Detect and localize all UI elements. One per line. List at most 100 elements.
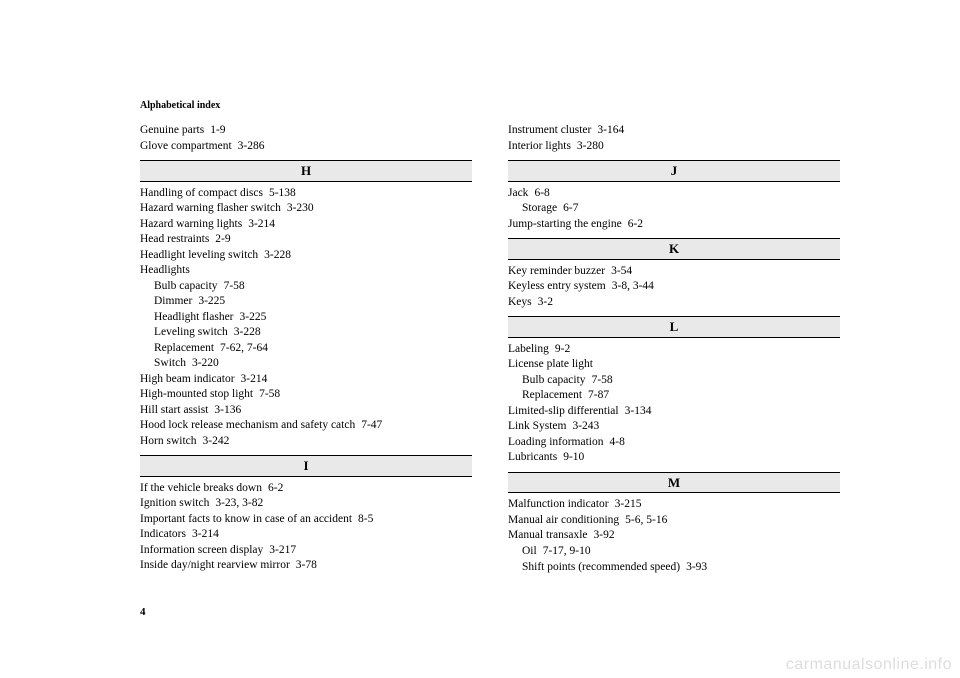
page-ref: 3-280: [577, 140, 604, 152]
page-ref: 7-17, 9-10: [543, 545, 591, 557]
index-entry: Jump-starting the engine 6-2: [508, 217, 840, 233]
index-subentry: Headlight flasher 3-225: [140, 310, 472, 326]
page-ref: 7-58: [259, 388, 280, 400]
index-entry: Link System3-243: [508, 419, 840, 435]
index-entry: Limited-slip differential3-134: [508, 404, 840, 420]
index-subentry: Replacement7-62, 7-64: [140, 341, 472, 357]
term: Glove compartment: [140, 140, 232, 152]
index-subentry: Bulb capacity 7-58: [140, 279, 472, 295]
page-ref: 3-225: [240, 311, 267, 323]
page-ref: 3-242: [203, 435, 230, 447]
term: Leveling switch: [154, 326, 228, 338]
term: Bulb capacity: [154, 280, 218, 292]
page-ref: 6-2: [268, 482, 283, 494]
index-subentry: Storage 6-7: [508, 201, 840, 217]
page-ref: 6-2: [628, 218, 643, 230]
term: Key reminder buzzer: [508, 265, 605, 277]
index-entry: License plate light: [508, 357, 840, 373]
index-entry: Head restraints2-9: [140, 232, 472, 248]
index-subentry: Replacement7-87: [508, 388, 840, 404]
term: Hazard warning lights: [140, 218, 242, 230]
term: Bulb capacity: [522, 374, 586, 386]
page-ref: 3-286: [238, 140, 265, 152]
term: High-mounted stop light: [140, 388, 253, 400]
index-entry: Keyless entry system3-8, 3-44: [508, 279, 840, 295]
term: Headlights: [140, 264, 190, 276]
term: License plate light: [508, 358, 593, 370]
term: Replacement: [522, 389, 582, 401]
page-ref: 8-5: [358, 513, 373, 525]
term: Dimmer: [154, 295, 192, 307]
term: Horn switch: [140, 435, 197, 447]
index-entry: Handling of compact discs5-138: [140, 186, 472, 202]
term: Shift points (recommended speed): [522, 561, 680, 573]
term: Important facts to know in case of an ac…: [140, 513, 352, 525]
page-ref: 3-92: [594, 529, 615, 541]
page-ref: 6-8: [534, 187, 549, 199]
term: Instrument cluster: [508, 124, 591, 136]
page-ref: 3-214: [248, 218, 275, 230]
page-ref: 3-93: [686, 561, 707, 573]
page-ref: 1-9: [210, 124, 225, 136]
term: Jump-starting the engine: [508, 218, 622, 230]
page-ref: 3-228: [234, 326, 261, 338]
term: Ignition switch: [140, 497, 209, 509]
term: Genuine parts: [140, 124, 204, 136]
term: Indicators: [140, 528, 186, 540]
index-entry: Jack 6-8: [508, 186, 840, 202]
page-ref: 7-58: [224, 280, 245, 292]
term: Hood lock release mechanism and safety c…: [140, 419, 355, 431]
section-head-h: H: [140, 160, 472, 182]
manual-index-page: Alphabetical index Genuine parts1-9 Glov…: [0, 0, 960, 575]
term: Lubricants: [508, 451, 557, 463]
term: Link System: [508, 420, 566, 432]
page-ref: 5-138: [269, 187, 296, 199]
term: Interior lights: [508, 140, 571, 152]
index-entry: High-mounted stop light 7-58: [140, 387, 472, 403]
term: Keyless entry system: [508, 280, 606, 292]
index-entry: Lubricants9-10: [508, 450, 840, 466]
index-entry: Genuine parts 1-9: [140, 123, 472, 139]
term: Jack: [508, 187, 528, 199]
section-head-k: K: [508, 238, 840, 260]
term: Loading information: [508, 436, 604, 448]
term: Replacement: [154, 342, 214, 354]
term: Limited-slip differential: [508, 405, 619, 417]
page-ref: 5-6, 5-16: [625, 514, 667, 526]
index-entry: High beam indicator3-214: [140, 372, 472, 388]
page-ref: 3-214: [192, 528, 219, 540]
page-ref: 3-54: [611, 265, 632, 277]
index-entry: Hood lock release mechanism and safety c…: [140, 418, 472, 434]
index-entry: Instrument cluster 3-164: [508, 123, 840, 139]
term: Labeling: [508, 343, 549, 355]
page-ref: 6-7: [563, 202, 578, 214]
term: Storage: [522, 202, 557, 214]
right-column: Instrument cluster 3-164 Interior lights 3…: [508, 123, 840, 575]
page-ref: 3-220: [192, 357, 219, 369]
term: Headlight flasher: [154, 311, 234, 323]
index-entry: Horn switch 3-242: [140, 434, 472, 450]
index-subentry: Dimmer3-225: [140, 294, 472, 310]
page-ref: 3-230: [287, 202, 314, 214]
section-head-m: M: [508, 472, 840, 494]
index-entry: Headlight leveling switch3-228: [140, 248, 472, 264]
page-ref: 3-164: [597, 124, 624, 136]
index-entry: Hill start assist3-136: [140, 403, 472, 419]
term: Hazard warning flasher switch: [140, 202, 281, 214]
index-entry: Headlights: [140, 263, 472, 279]
index-entry: Glove compartment 3-286: [140, 139, 472, 155]
index-entry: Keys3-2: [508, 295, 840, 311]
page-ref: 3-217: [269, 544, 296, 556]
term: Inside day/night rearview mirror: [140, 559, 290, 571]
term: Head restraints: [140, 233, 209, 245]
index-subentry: Bulb capacity7-58: [508, 373, 840, 389]
term: Information screen display: [140, 544, 263, 556]
index-entry: Interior lights 3-280: [508, 139, 840, 155]
index-entry: Inside day/night rearview mirror3-78: [140, 558, 472, 574]
index-entry: Manual air conditioning5-6, 5-16: [508, 513, 840, 529]
term: Oil: [522, 545, 537, 557]
section-head-j: J: [508, 160, 840, 182]
watermark: carmanualsonline.info: [786, 656, 952, 674]
section-head-l: L: [508, 316, 840, 338]
index-entry: Hazard warning flasher switch 3-230: [140, 201, 472, 217]
